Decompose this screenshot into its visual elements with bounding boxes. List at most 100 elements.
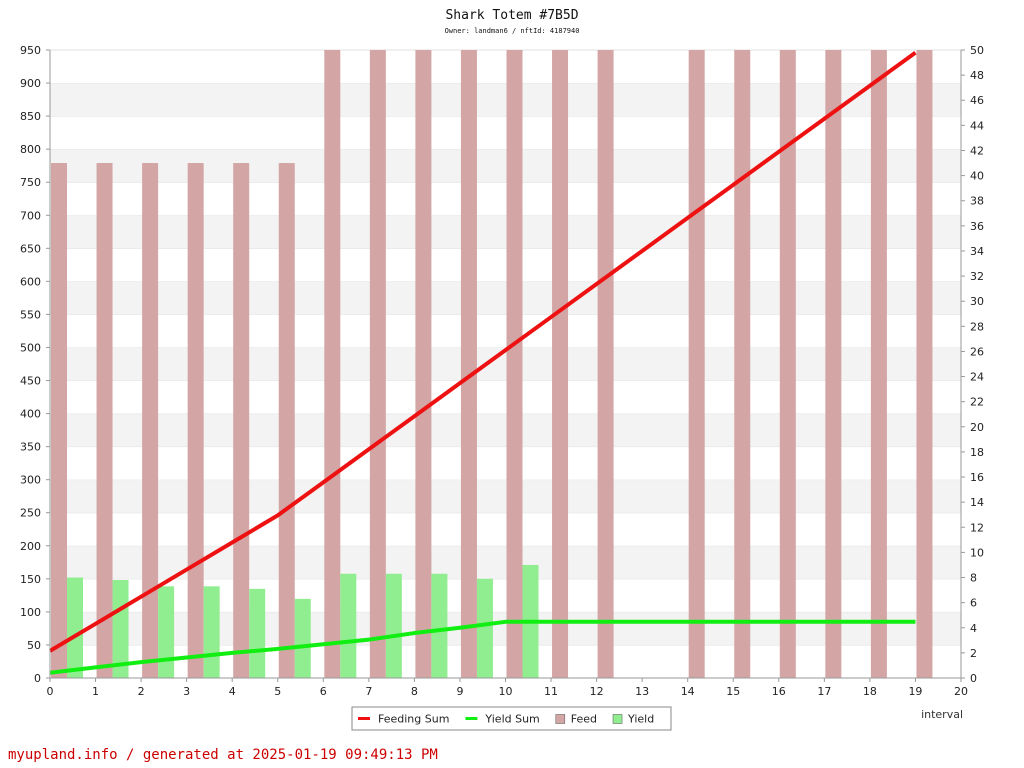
left-tick-label: 350 bbox=[20, 441, 41, 454]
yield-bar bbox=[249, 588, 266, 678]
feed-bar bbox=[460, 50, 477, 678]
right-tick-label: 12 bbox=[970, 521, 984, 534]
right-tick-label: 2 bbox=[970, 647, 977, 660]
right-tick-label: 6 bbox=[970, 597, 977, 610]
x-tick-label: 5 bbox=[274, 685, 281, 698]
feed-bar bbox=[552, 50, 569, 678]
right-tick-label: 48 bbox=[970, 69, 984, 82]
x-tick-label: 9 bbox=[456, 685, 463, 698]
left-tick-label: 950 bbox=[20, 44, 41, 57]
left-tick-label: 600 bbox=[20, 275, 41, 288]
yield-bar bbox=[476, 578, 493, 678]
grid-band bbox=[50, 248, 961, 282]
right-axis-ticks: 0246810121416182022242628303234363840424… bbox=[961, 44, 984, 685]
x-tick-label: 0 bbox=[47, 685, 54, 698]
footer-text: myupland.info / generated at 2025-01-19 … bbox=[8, 747, 438, 763]
legend-swatch bbox=[612, 714, 623, 724]
yield-bar bbox=[67, 577, 83, 678]
grid-band bbox=[50, 314, 961, 348]
feed-bar bbox=[96, 163, 113, 679]
left-tick-label: 200 bbox=[20, 540, 41, 553]
legend-label: Yield bbox=[627, 713, 654, 726]
grid-band bbox=[50, 215, 961, 249]
feed-bar bbox=[415, 50, 432, 678]
x-tick-label: 8 bbox=[411, 685, 418, 698]
x-axis-title: interval bbox=[921, 708, 963, 721]
left-tick-label: 100 bbox=[20, 606, 41, 619]
yield-bar bbox=[294, 598, 311, 678]
left-axis-ticks: 0 50 100 150 200 250 300 350 400 450 500 550 600 650 7… bbox=[20, 44, 50, 685]
x-tick-label: 11 bbox=[544, 685, 558, 698]
left-tick-label: 500 bbox=[20, 341, 41, 354]
feed-bars bbox=[51, 50, 933, 679]
grid-band bbox=[50, 545, 961, 579]
feed-bar bbox=[369, 50, 386, 678]
left-tick-label: 300 bbox=[20, 474, 41, 487]
grid-band bbox=[50, 578, 961, 612]
grid-band bbox=[50, 611, 961, 645]
yield-sum-line bbox=[49, 619, 916, 675]
x-tick-label: 14 bbox=[681, 685, 695, 698]
grid-band bbox=[50, 149, 961, 183]
right-tick-label: 0 bbox=[970, 672, 977, 685]
feed-bar bbox=[779, 50, 796, 678]
x-tick-label: 20 bbox=[954, 685, 968, 698]
feed-bar bbox=[233, 163, 250, 679]
x-axis-ticks: 0 1 2 3 4 5 6 7 8 9 10 11 12 13 14 15 16 17 18 19 20 bbox=[47, 678, 968, 698]
yield-bar bbox=[340, 573, 357, 678]
legend-box bbox=[351, 706, 672, 731]
x-tick-label: 13 bbox=[635, 685, 649, 698]
left-tick-label: 800 bbox=[20, 143, 41, 156]
yield-bar bbox=[158, 586, 175, 678]
x-tick-label: 7 bbox=[365, 685, 372, 698]
x-tick-label: 17 bbox=[817, 685, 831, 698]
right-tick-label: 44 bbox=[970, 119, 984, 132]
left-tick-label: 50 bbox=[27, 639, 41, 652]
feed-bar bbox=[506, 50, 523, 678]
grid-band bbox=[50, 83, 961, 117]
feed-bar bbox=[142, 163, 159, 679]
right-tick-label: 28 bbox=[970, 320, 984, 333]
yield-bar bbox=[431, 573, 448, 678]
right-tick-label: 38 bbox=[970, 195, 984, 208]
right-tick-label: 24 bbox=[970, 371, 984, 384]
left-tick-label: 450 bbox=[20, 375, 41, 388]
x-tick-label: 4 bbox=[229, 685, 236, 698]
right-tick-label: 22 bbox=[970, 396, 984, 409]
left-tick-label: 700 bbox=[20, 209, 41, 222]
right-tick-label: 20 bbox=[970, 421, 984, 434]
feed-bar bbox=[870, 50, 887, 678]
feeding-sum-line bbox=[48, 51, 917, 653]
left-tick-label: 550 bbox=[20, 308, 41, 321]
feed-bar bbox=[187, 163, 204, 679]
grid-band bbox=[50, 413, 961, 447]
right-tick-label: 8 bbox=[970, 572, 977, 585]
right-tick-label: 30 bbox=[970, 295, 984, 308]
grid-band bbox=[50, 380, 961, 414]
chart-title: Shark Totem #7B5D bbox=[445, 8, 578, 23]
left-tick-label: 900 bbox=[20, 77, 41, 90]
left-tick-label: 150 bbox=[20, 573, 41, 586]
feed-bar bbox=[825, 50, 842, 678]
series-lines bbox=[48, 51, 917, 675]
grid-band bbox=[50, 182, 961, 216]
feed-bar bbox=[734, 50, 751, 678]
x-tick-label: 3 bbox=[183, 685, 190, 698]
x-tick-label: 16 bbox=[772, 685, 786, 698]
grid-band bbox=[50, 512, 961, 546]
legend-label: Yield Sum bbox=[484, 713, 539, 726]
left-tick-label: 400 bbox=[20, 408, 41, 421]
x-tick-label: 15 bbox=[726, 685, 740, 698]
legend: Feeding Sum Yield Sum Feed Yield bbox=[351, 706, 672, 731]
right-tick-label: 10 bbox=[970, 546, 984, 559]
x-tick-label: 10 bbox=[499, 685, 513, 698]
left-tick-label: 650 bbox=[20, 242, 41, 255]
right-tick-label: 26 bbox=[970, 345, 984, 358]
yield-bars bbox=[67, 564, 539, 678]
grid-band bbox=[50, 50, 961, 84]
left-tick-label: 250 bbox=[20, 507, 41, 520]
legend-swatch bbox=[555, 714, 566, 724]
left-tick-label: 0 bbox=[34, 672, 41, 685]
x-tick-label: 2 bbox=[138, 685, 145, 698]
x-tick-label: 6 bbox=[320, 685, 327, 698]
